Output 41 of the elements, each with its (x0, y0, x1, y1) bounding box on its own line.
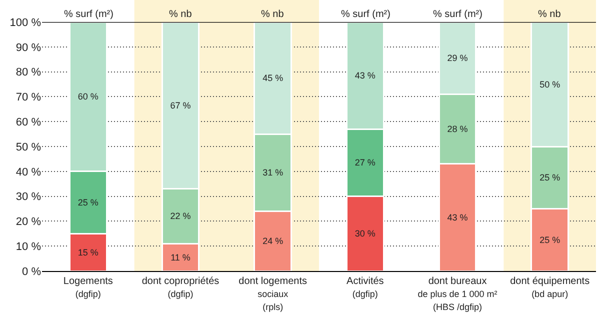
text: % surf (m²) (64, 9, 114, 20)
data-label: 24 % (262, 236, 284, 246)
y-tick-label: 10 % (16, 240, 42, 253)
text: % nb (538, 9, 562, 20)
y-tick-label: 100 % (10, 16, 42, 29)
data-label: 50 % (540, 79, 560, 90)
text: % nb (169, 9, 192, 20)
x-tick-label: dont bureaux de plus de 1 000 m² (HBS /dgfip) (418, 276, 498, 312)
data-label: 15 % (78, 247, 98, 258)
data-label: 43 % (354, 70, 376, 81)
y-tick-label: 20 % (16, 216, 42, 228)
data-label: 67 % (170, 100, 191, 110)
text: % nb (261, 9, 284, 20)
text: % surf (m²) (341, 9, 390, 20)
y-tick-label: 30 % (16, 191, 42, 204)
data-label: 31 % (262, 168, 284, 178)
y-tick-label: 50 % (16, 141, 42, 154)
data-label: 60 % (78, 92, 98, 102)
y-tick-label: 60 % (16, 116, 42, 128)
data-label: 11 % (170, 252, 190, 262)
data-label: 22 % (170, 211, 191, 222)
y-tick-label: 80 % (16, 66, 42, 79)
y-tick-label: 90 % (16, 42, 42, 54)
data-label: 29 % (447, 53, 468, 64)
data-label: 27 % (354, 158, 376, 168)
x-tick-label: dont équipements (bd apur) (510, 276, 590, 299)
x-tick-label: dont copropriétés (dgfip) (142, 276, 220, 299)
data-label: 30 % (354, 228, 376, 239)
y-tick-label: 70 % (16, 92, 42, 104)
data-label: 28 % (447, 124, 468, 134)
x-tick-label: dont logements sociaux (rpls) (238, 276, 308, 312)
data-label: 45 % (262, 73, 284, 84)
data-label: 25 % (540, 234, 560, 245)
x-tick-label: Logements (dgfip) (63, 276, 113, 299)
data-label: 25 % (78, 198, 98, 208)
y-tick-label: 0 % (22, 266, 42, 278)
data-label: 43 % (447, 212, 468, 222)
data-label: 25 % (540, 172, 560, 183)
y-tick-label: 40 % (16, 166, 42, 178)
text: % surf (m²) (433, 9, 482, 20)
x-tick-label: Activités (dgfip) (346, 276, 384, 299)
